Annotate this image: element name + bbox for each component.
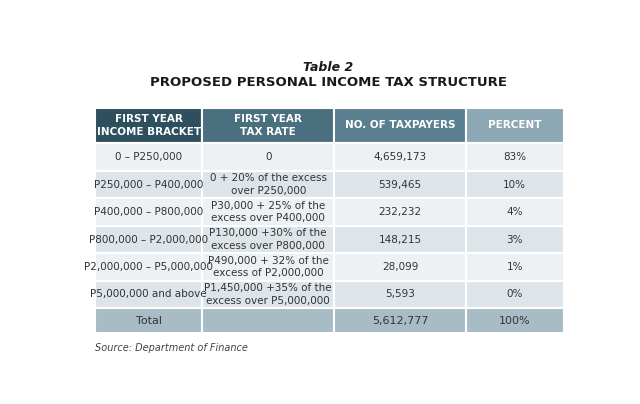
Text: P130,000 +30% of the
excess over P800,000: P130,000 +30% of the excess over P800,00…	[209, 228, 327, 251]
Bar	[334, 281, 466, 308]
Bar	[95, 198, 202, 226]
Bar	[202, 171, 334, 198]
Text: 5,612,777: 5,612,777	[372, 316, 428, 326]
Bar	[334, 253, 466, 281]
Bar	[202, 226, 334, 253]
Text: P2,000,000 – P5,000,000: P2,000,000 – P5,000,000	[84, 262, 213, 272]
Text: P250,000 – P400,000: P250,000 – P400,000	[94, 179, 204, 189]
Text: P800,000 – P2,000,000: P800,000 – P2,000,000	[89, 235, 208, 244]
Bar	[95, 308, 202, 333]
Text: P5,000,000 and above: P5,000,000 and above	[90, 290, 207, 299]
Bar	[95, 143, 202, 171]
Text: Source: Department of Finance: Source: Department of Finance	[95, 343, 248, 353]
Text: 100%: 100%	[499, 316, 531, 326]
Text: 10%: 10%	[503, 179, 526, 189]
Bar	[95, 171, 202, 198]
Text: 232,232: 232,232	[378, 207, 422, 217]
Text: NO. OF TAXPAYERS: NO. OF TAXPAYERS	[345, 120, 455, 130]
Text: 148,215: 148,215	[378, 235, 422, 244]
Bar	[202, 281, 334, 308]
Text: FIRST YEAR
INCOME BRACKET: FIRST YEAR INCOME BRACKET	[97, 114, 201, 137]
Bar	[95, 253, 202, 281]
Text: 4%: 4%	[506, 207, 523, 217]
Text: 4,659,173: 4,659,173	[374, 152, 427, 162]
Bar	[466, 281, 564, 308]
Bar	[202, 143, 334, 171]
Text: 0 – P250,000: 0 – P250,000	[115, 152, 182, 162]
Text: Total: Total	[136, 316, 161, 326]
Bar	[466, 171, 564, 198]
Bar	[334, 226, 466, 253]
Bar	[202, 107, 334, 143]
Bar	[466, 253, 564, 281]
Bar	[334, 143, 466, 171]
Bar	[95, 107, 202, 143]
Bar	[202, 253, 334, 281]
Text: 5,593: 5,593	[385, 290, 415, 299]
Text: P400,000 – P800,000: P400,000 – P800,000	[94, 207, 204, 217]
Text: FIRST YEAR
TAX RATE: FIRST YEAR TAX RATE	[234, 114, 302, 137]
Bar	[466, 143, 564, 171]
Bar	[95, 226, 202, 253]
Bar	[334, 171, 466, 198]
Text: 0%: 0%	[507, 290, 523, 299]
Bar	[466, 107, 564, 143]
Bar	[466, 198, 564, 226]
Text: P30,000 + 25% of the
excess over P400,000: P30,000 + 25% of the excess over P400,00…	[211, 201, 325, 223]
Text: 28,099: 28,099	[382, 262, 418, 272]
Text: 0 + 20% of the excess
over P250,000: 0 + 20% of the excess over P250,000	[210, 173, 326, 196]
Bar	[95, 281, 202, 308]
Bar	[466, 308, 564, 333]
Text: 0: 0	[265, 152, 271, 162]
Bar	[466, 226, 564, 253]
Bar	[334, 107, 466, 143]
Bar	[202, 308, 334, 333]
Text: PROPOSED PERSONAL INCOME TAX STRUCTURE: PROPOSED PERSONAL INCOME TAX STRUCTURE	[150, 76, 506, 88]
Text: 1%: 1%	[506, 262, 523, 272]
Text: Table 2: Table 2	[303, 61, 353, 74]
Text: P490,000 + 32% of the
excess of P2,000,000: P490,000 + 32% of the excess of P2,000,0…	[208, 256, 329, 278]
Text: 3%: 3%	[506, 235, 523, 244]
Text: 539,465: 539,465	[378, 179, 422, 189]
Text: P1,450,000 +35% of the
excess over P5,000,000: P1,450,000 +35% of the excess over P5,00…	[204, 283, 332, 306]
Bar	[334, 308, 466, 333]
Bar	[202, 198, 334, 226]
Bar	[334, 198, 466, 226]
Text: PERCENT: PERCENT	[488, 120, 541, 130]
Text: 83%: 83%	[503, 152, 526, 162]
